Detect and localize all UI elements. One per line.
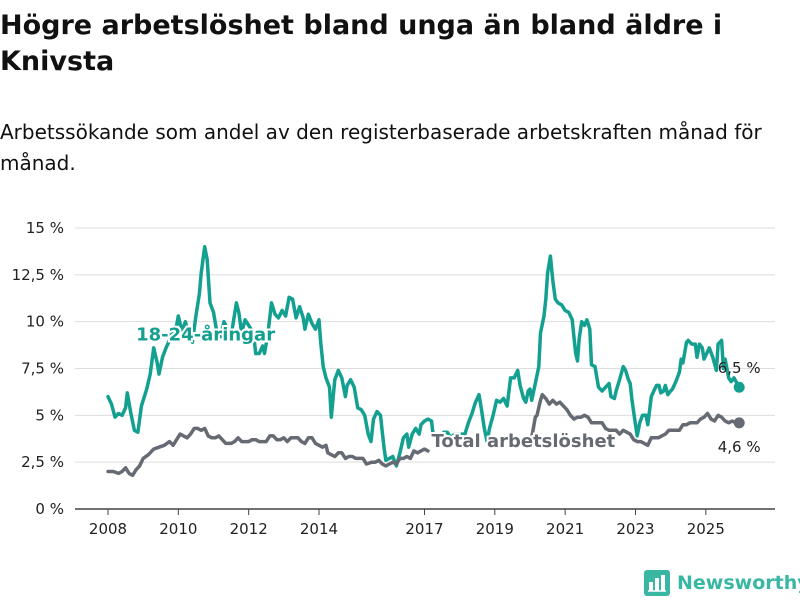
series-labels: 6,5 % 18-24-åringar 4,6 % Total arbetslöshe… <box>134 321 761 456</box>
y-tick-label: 12,5 % <box>12 266 64 284</box>
newsworthy-logo-icon <box>644 570 670 596</box>
axes: 0 % 2,5 % 5 % 7,5 % 10 % 12,5 % 15 % 2008 2010 20… <box>12 219 775 538</box>
series-end-label-total: 4,6 % <box>718 438 761 456</box>
y-tick-label: 0 % <box>35 500 64 518</box>
chart-title: Högre arbetslöshet bland unga än bland ä… <box>0 10 723 77</box>
x-tick-label: 2010 <box>159 520 197 538</box>
series-end-point-youth <box>733 381 745 393</box>
x-tick-label: 2019 <box>476 520 514 538</box>
x-tick-label: 2017 <box>405 520 443 538</box>
series-lines <box>106 244 745 478</box>
x-tick-label: 2023 <box>616 520 654 538</box>
chart-subtitle: Arbetssökande som andel av den registerb… <box>0 120 762 175</box>
series-line-total <box>106 392 741 478</box>
y-tick-label: 7,5 % <box>21 360 64 378</box>
series-label-total: Total arbetslöshet <box>432 431 616 452</box>
series-line-youth <box>106 244 741 468</box>
series-end-point-total <box>733 417 745 429</box>
newsworthy-brand: Newsworthy <box>644 568 800 598</box>
y-tick-label: 2,5 % <box>21 453 64 471</box>
brand-name: Newsworthy <box>677 572 800 594</box>
x-tick-label: 2014 <box>300 520 338 538</box>
x-tick-label: 2008 <box>89 520 127 538</box>
x-tick-label: 2012 <box>230 520 268 538</box>
series-end-label-youth: 6,5 % <box>718 359 761 377</box>
x-tick-label: 2025 <box>687 520 725 538</box>
x-tick-label: 2021 <box>546 520 584 538</box>
grid <box>75 227 775 463</box>
y-tick-label: 5 % <box>35 406 64 424</box>
series-label-youth: 18-24-åringar <box>136 323 275 345</box>
y-tick-label: 15 % <box>26 219 64 237</box>
y-tick-label: 10 % <box>26 313 64 331</box>
